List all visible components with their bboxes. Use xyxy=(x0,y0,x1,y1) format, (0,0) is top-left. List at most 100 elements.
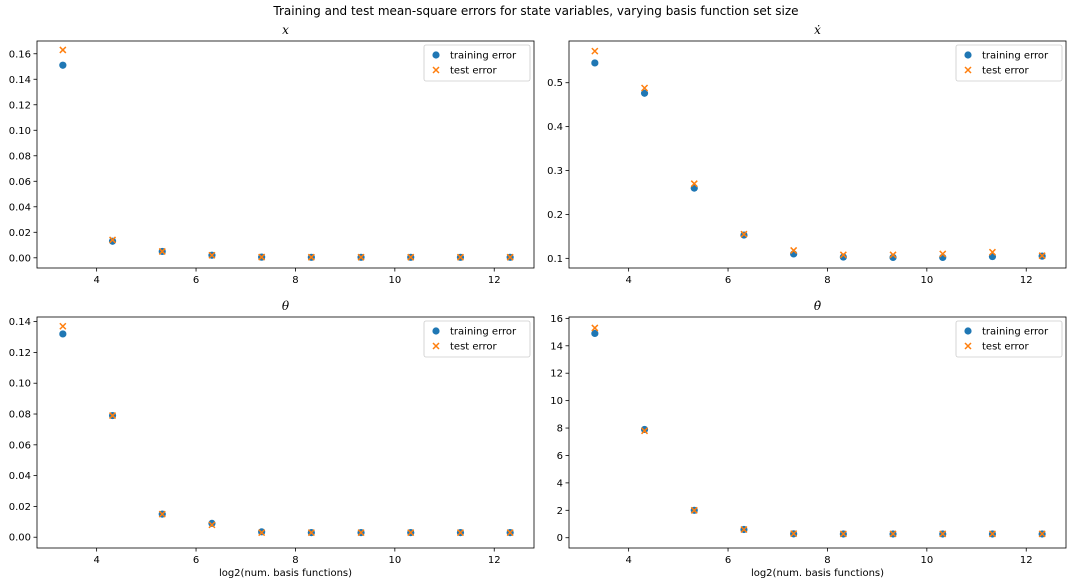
test-error-point xyxy=(407,253,415,261)
x-tick-label: 4 xyxy=(93,555,99,566)
test-error-point xyxy=(740,230,748,238)
test-error-point xyxy=(939,250,947,258)
legend-box xyxy=(955,44,1063,82)
y-tick-label: 0.16 xyxy=(9,49,31,60)
figure-title: Training and test mean-square errors for… xyxy=(273,4,799,18)
test-error-point xyxy=(59,322,67,330)
test-error-point xyxy=(988,530,996,538)
legend-training-label: training error xyxy=(450,51,517,62)
y-tick-label: 0.5 xyxy=(547,78,563,89)
test-error-point xyxy=(839,251,847,259)
test-error-point xyxy=(258,253,266,261)
test-error-point xyxy=(456,253,464,261)
legend: training error test error xyxy=(423,320,531,358)
test-error-point xyxy=(1038,252,1046,260)
training-error-point xyxy=(839,253,847,261)
y-tick-label: 0.2 xyxy=(547,210,563,221)
y-tick-label: 0.08 xyxy=(9,410,31,421)
legend: training error test error xyxy=(955,44,1063,82)
training-error-point xyxy=(640,89,649,97)
x-tick-label: 12 xyxy=(488,275,501,286)
y-tick-label: 14 xyxy=(550,341,563,352)
y-tick-label: 0.14 xyxy=(9,75,31,86)
test-error-point xyxy=(158,247,166,255)
test-error-point xyxy=(506,529,514,537)
test-error-point xyxy=(641,427,649,435)
subplot-x-dot: ẋ 4 6 8 10 12 0.1 0.2 0.3 0.4 0.5 training error tes… xyxy=(547,23,1067,286)
x-tick-label: 4 xyxy=(93,275,99,286)
y-tick-label: 0.04 xyxy=(9,202,31,213)
y-tick-label: 0 xyxy=(557,533,563,544)
y-tick-label: 0.10 xyxy=(9,379,31,390)
y-tick-label: 4 xyxy=(557,478,563,489)
y-tick-label: 8 xyxy=(557,424,563,435)
y-tick-label: 0.06 xyxy=(9,177,31,188)
y-tick-label: 0.02 xyxy=(9,228,31,239)
x-tick-label: 8 xyxy=(824,555,830,566)
y-tick-label: 10 xyxy=(550,396,563,407)
y-tick-label: 0.10 xyxy=(9,126,31,137)
x-tick-label: 10 xyxy=(388,555,401,566)
legend-training-marker xyxy=(964,327,972,335)
test-error-point xyxy=(690,506,698,514)
subplot-theta: θ 4 6 8 10 12 0.00 0.02 0.04 0.06 0.08 0.10 0.12 0.14… xyxy=(9,299,535,579)
test-error-point xyxy=(307,253,315,261)
x-tick-label: 12 xyxy=(1020,555,1033,566)
test-error-point xyxy=(790,530,798,538)
legend-training-marker xyxy=(432,327,440,335)
legend-training-label: training error xyxy=(982,51,1049,62)
y-tick-label: 0.04 xyxy=(9,471,31,482)
legend-test-marker xyxy=(432,66,440,74)
x-tick-label: 10 xyxy=(920,275,933,286)
test-error-point xyxy=(59,46,67,54)
training-error-point xyxy=(591,59,599,67)
y-tick-label: 0.12 xyxy=(9,348,31,359)
x-tick-label: 8 xyxy=(824,275,830,286)
test-error-point xyxy=(889,251,897,259)
legend-test-label: test error xyxy=(982,342,1029,353)
x-tick-label: 6 xyxy=(193,275,199,286)
test-error-point xyxy=(158,510,166,518)
y-tick-label: 2 xyxy=(557,506,563,517)
test-error-point xyxy=(357,253,365,261)
test-error-point xyxy=(641,84,649,92)
training-error-point xyxy=(108,237,117,245)
legend-box xyxy=(423,320,531,358)
x-axis-label: log2(num. basis functions) xyxy=(219,568,352,579)
test-error-point xyxy=(407,529,415,537)
legend-training-marker xyxy=(964,51,972,59)
test-error-point xyxy=(1038,530,1046,538)
training-error-point xyxy=(591,329,599,338)
x-tick-label: 12 xyxy=(1020,275,1033,286)
y-tick-label: 0.06 xyxy=(9,440,31,451)
test-error-point xyxy=(790,246,798,254)
test-error-point xyxy=(506,253,514,261)
y-tick-label: 0.00 xyxy=(9,533,31,544)
y-tick-label: 0.02 xyxy=(9,502,31,513)
training-error-point xyxy=(59,61,67,69)
training-error-point xyxy=(208,519,216,527)
x-tick-label: 12 xyxy=(488,555,501,566)
x-tick-label: 6 xyxy=(725,555,731,566)
y-tick-label: 0.12 xyxy=(9,100,31,111)
training-error-point xyxy=(59,330,67,338)
legend-training-label: training error xyxy=(450,327,517,338)
test-error-point xyxy=(591,47,599,55)
test-error-point xyxy=(456,529,464,537)
test-error-point xyxy=(591,324,599,332)
legend-test-label: test error xyxy=(450,342,497,353)
legend-test-marker xyxy=(432,342,440,350)
y-tick-label: 6 xyxy=(557,451,563,462)
y-tick-label: 0.08 xyxy=(9,151,31,162)
test-error-point xyxy=(939,530,947,538)
test-error-point xyxy=(109,236,117,244)
subplot-title: ẋ xyxy=(814,23,821,37)
subplot-title: θ xyxy=(282,299,290,313)
subplot-title: θ̇ xyxy=(814,299,822,313)
y-tick-label: 0.1 xyxy=(547,254,563,265)
x-axis-label: log2(num. basis functions) xyxy=(751,568,884,579)
test-error-point xyxy=(839,530,847,538)
test-error-point xyxy=(690,180,698,188)
y-tick-label: 16 xyxy=(550,314,563,325)
test-error-point xyxy=(988,248,996,256)
